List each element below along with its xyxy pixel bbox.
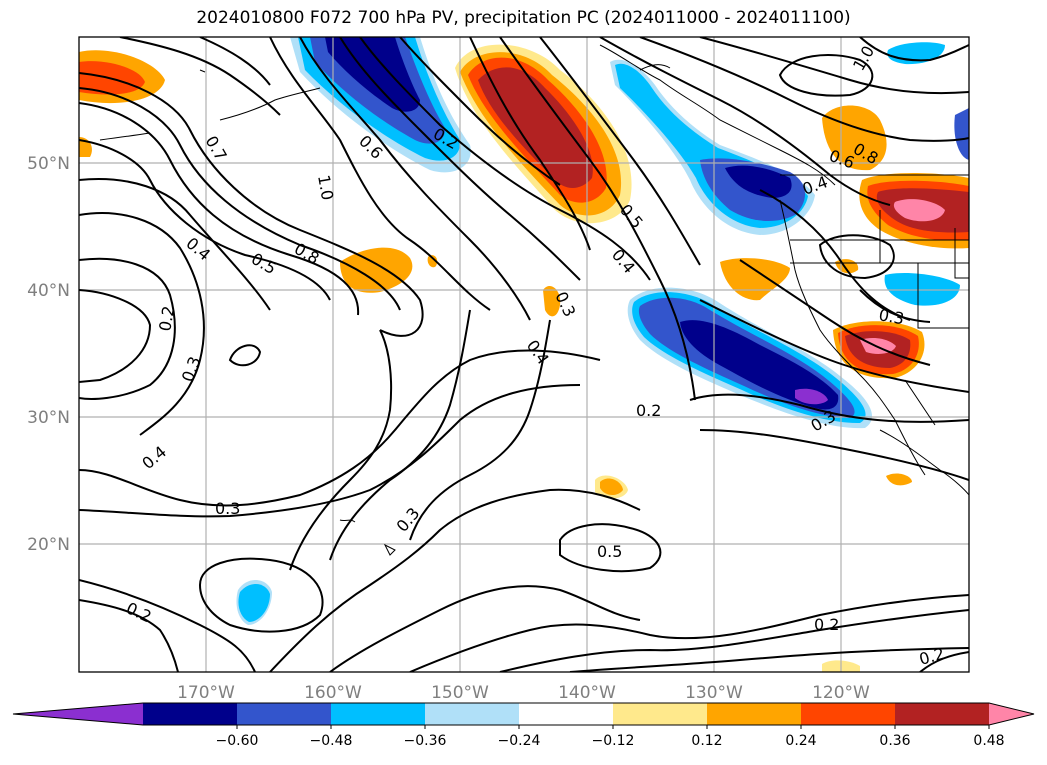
colorbar-tick-label: −0.24 — [498, 733, 541, 749]
colorbar-bin — [895, 703, 990, 725]
contour-label: 0.3 — [215, 499, 240, 518]
lon-tick: 170°W — [177, 683, 235, 703]
lon-tick: 150°W — [431, 683, 489, 703]
colorbar-extend-low — [13, 703, 143, 725]
colorbar-tick-label: 0.24 — [785, 733, 816, 749]
pv-contours — [79, 37, 969, 672]
lat-tick: 20°N — [27, 535, 70, 555]
contour-label: 0.5 — [597, 542, 622, 561]
lon-tick: 160°W — [304, 683, 362, 703]
lat-tick: 50°N — [27, 154, 70, 174]
colorbar-bin — [143, 703, 238, 725]
lat-tick: 40°N — [27, 281, 70, 301]
contour-label: 1.0 — [314, 173, 337, 201]
contour-label: 0.2 — [917, 644, 947, 669]
colorbar-bin — [425, 703, 520, 725]
colorbar-tick-label: 0.36 — [879, 733, 910, 749]
colorbar-tick-label: −0.48 — [310, 733, 353, 749]
colorbar-bin — [331, 703, 426, 725]
colorbar-tick-label: −0.12 — [592, 733, 635, 749]
colorbar-bin — [613, 703, 708, 725]
contour-label: 0.4 — [138, 442, 170, 473]
lat-axis: 50°N 40°N 30°N 20°N — [27, 154, 70, 555]
colorbar-extend-high — [989, 703, 1034, 725]
colorbar-bin — [801, 703, 896, 725]
map-frame — [78, 36, 970, 673]
contour-label: 0.3 — [877, 305, 905, 328]
contour-label: 0.2 — [814, 615, 839, 634]
lon-tick: 140°W — [558, 683, 616, 703]
map-title: 2024010800 F072 700 hPa PV, precipitatio… — [196, 8, 851, 28]
contour-label: 0.3 — [393, 504, 424, 536]
colorbar-tick-label: 0.48 — [973, 733, 1004, 749]
admin-boundaries — [780, 174, 969, 329]
precip-negative-shading — [236, 37, 969, 625]
coastlines — [99, 44, 969, 556]
colorbar-bin — [519, 703, 614, 725]
contour-label: 0.5 — [248, 249, 280, 278]
map-area: 1.0 0.8 0.6 0.7 1.0 0.4 0.5 0.8 0.2 0.6 … — [79, 37, 969, 672]
contour-label: 0.4 — [608, 245, 639, 277]
colorbar-outline — [12, 702, 1035, 726]
lon-tick: 120°W — [812, 683, 870, 703]
colorbar-tick-label: −0.36 — [404, 733, 447, 749]
contour-label: 0.2 — [155, 304, 178, 332]
contour-label: 0.2 — [636, 401, 661, 420]
colorbar-bin — [237, 703, 332, 725]
lon-tick: 130°W — [685, 683, 743, 703]
colorbar-tick-label: 0.12 — [691, 733, 722, 749]
colorbar-tick-label: −0.60 — [216, 733, 259, 749]
colorbar-bin — [707, 703, 802, 725]
lat-tick: 30°N — [27, 408, 70, 428]
contour-label: 0.4 — [523, 336, 553, 368]
colorbar: −0.60 −0.48 −0.36 −0.24 −0.12 0.12 0.24 0.36 0.4… — [12, 702, 1035, 749]
lon-axis: 170°W 160°W 150°W 140°W 130°W 120°W — [177, 683, 870, 703]
